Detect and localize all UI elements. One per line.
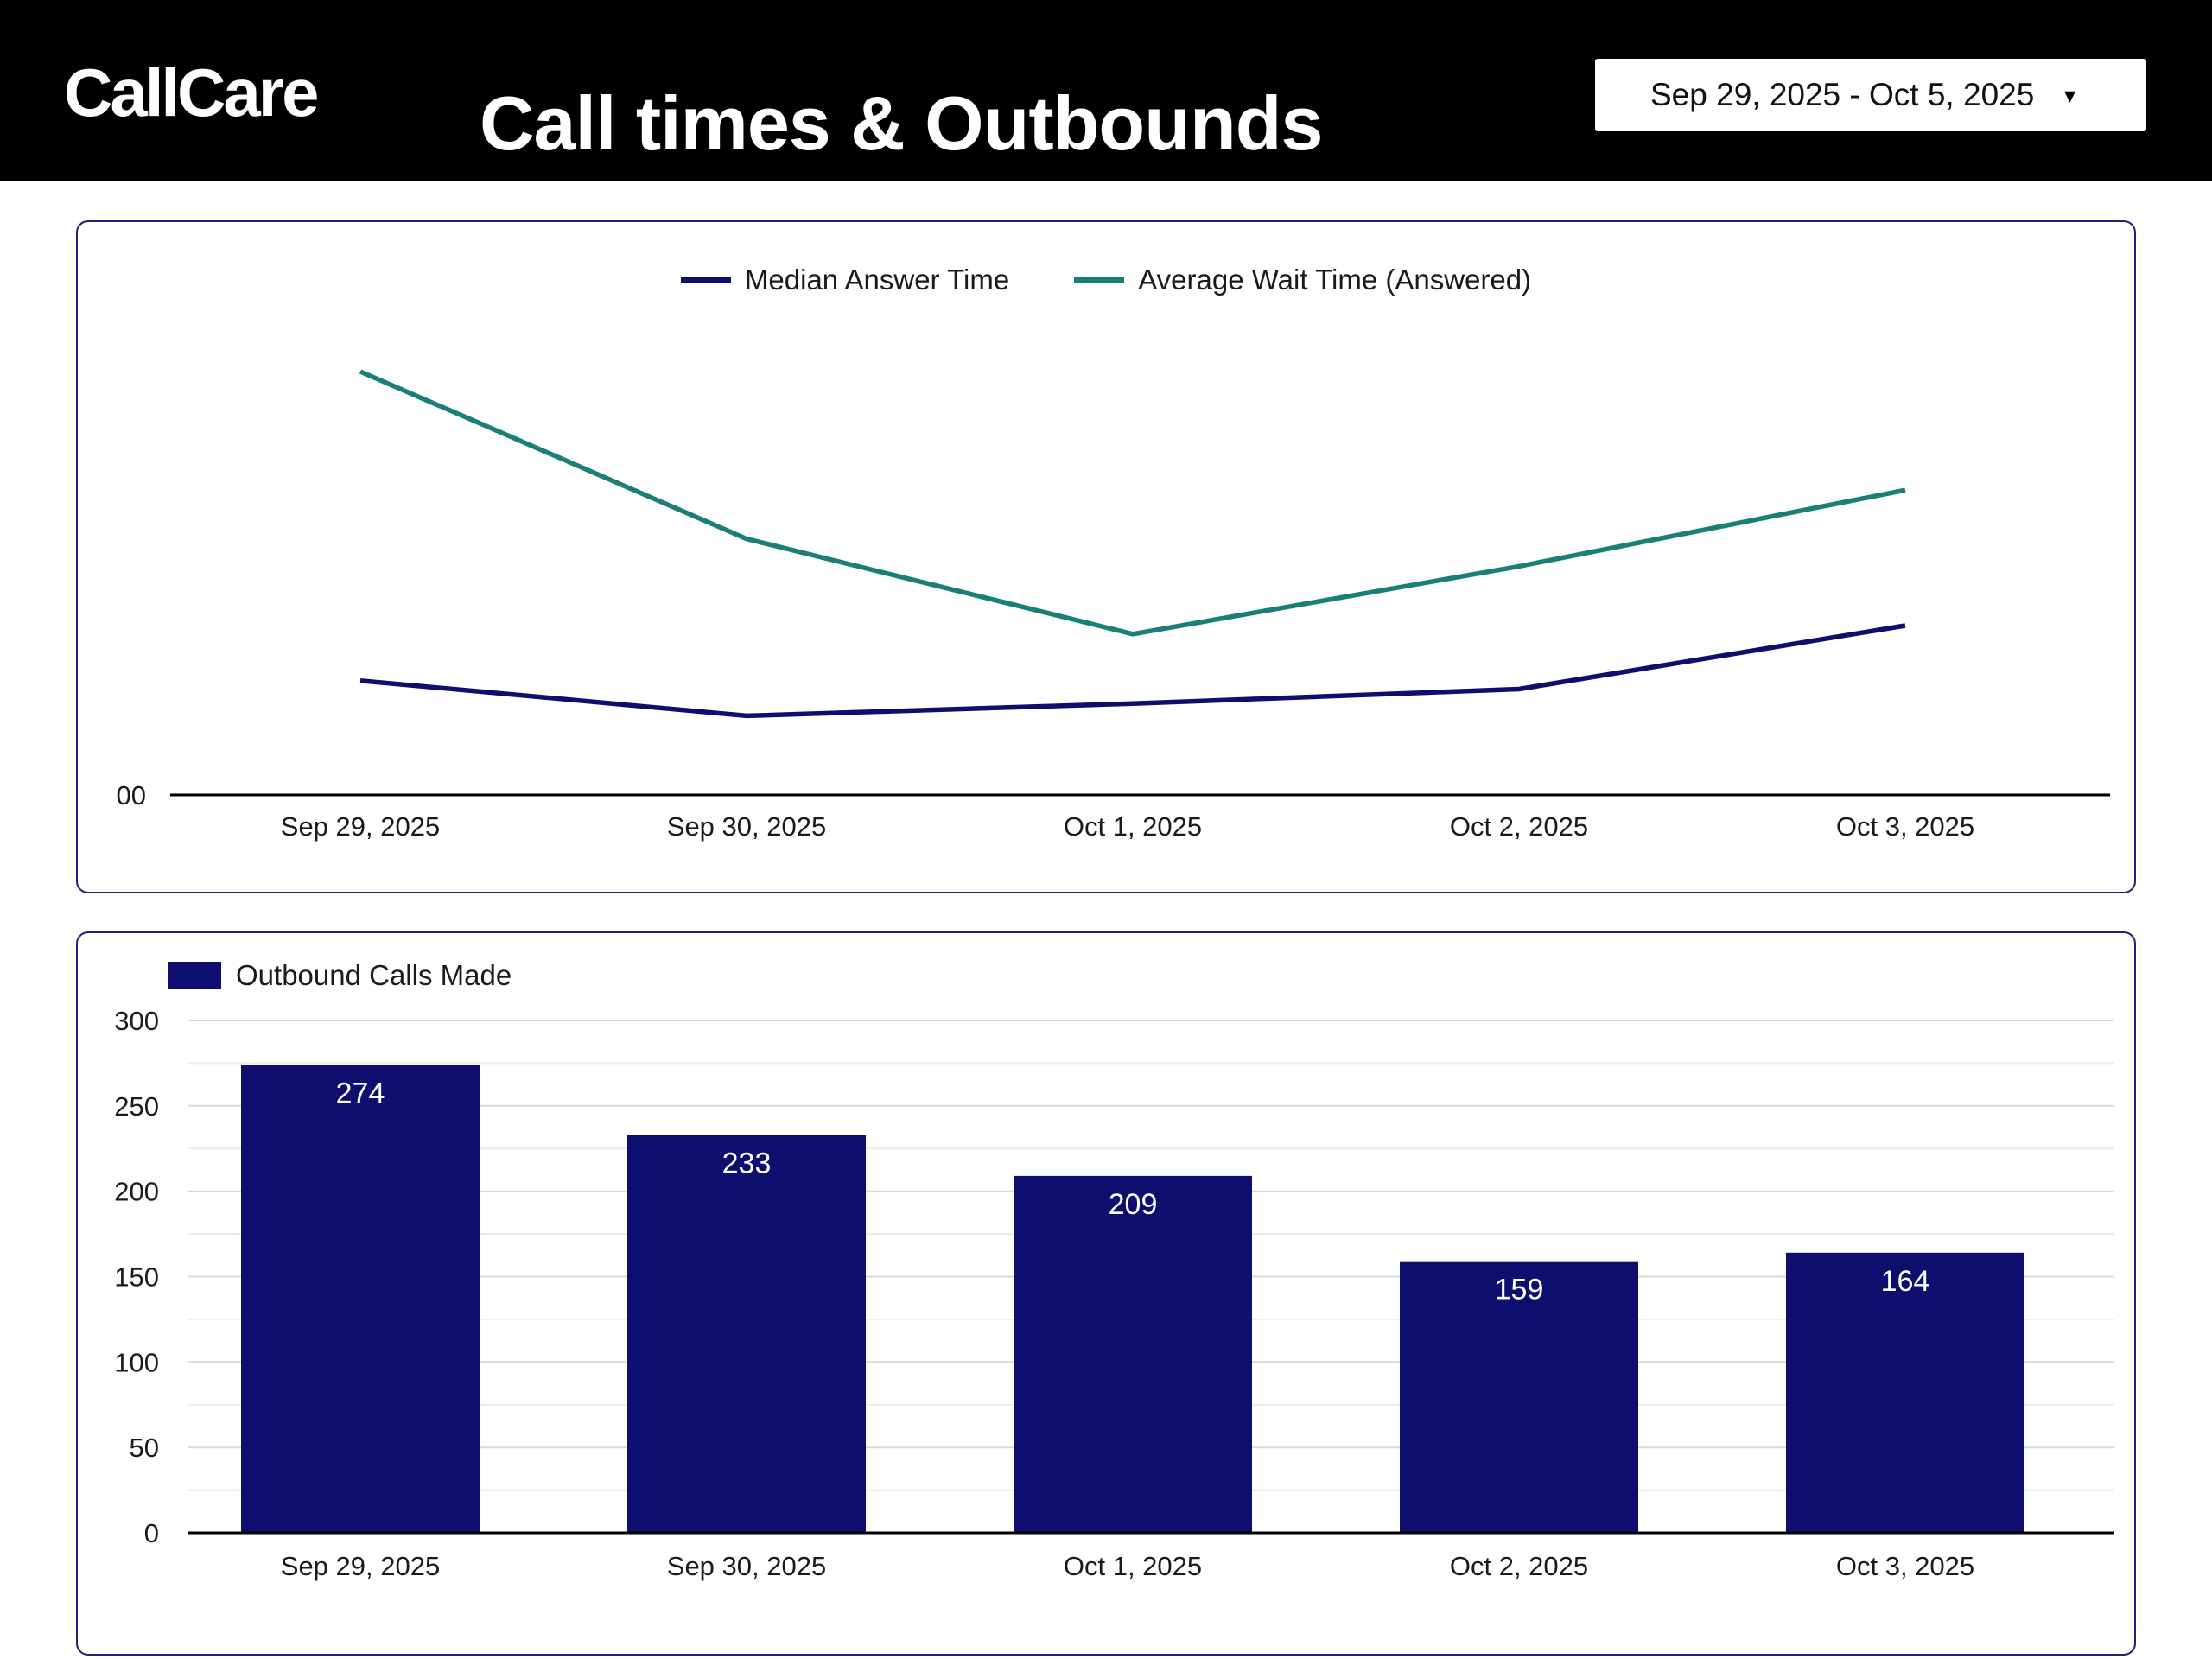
x-axis-label: Sep 30, 2025 <box>667 1551 826 1581</box>
legend-label: Median Answer Time <box>744 264 1010 296</box>
outbound-calls-chart-card: 0 50 100 150 200 250 300 274 233 209 159 164 Sep 29,… <box>76 931 2136 1656</box>
bar-value-label: 233 <box>722 1147 772 1179</box>
bar-value-label: 274 <box>336 1077 385 1109</box>
teal-line-swatch-icon <box>1074 276 1125 283</box>
y-axis-label: 0 <box>144 1518 159 1548</box>
legend-item-median-answer-time: Median Answer Time <box>680 264 1010 296</box>
x-axis-label: Oct 1, 2025 <box>1064 811 1202 842</box>
x-axis-label: Oct 3, 2025 <box>1836 811 1974 842</box>
navy-bar-swatch-icon <box>168 962 221 989</box>
bar[interactable] <box>627 1135 866 1533</box>
y-axis-label: 250 <box>114 1091 159 1122</box>
bar-chart-legend: Outbound Calls Made <box>168 959 512 992</box>
legend-label: Outbound Calls Made <box>236 959 512 991</box>
line-series[interactable] <box>359 623 1906 719</box>
bar[interactable] <box>1014 1175 1252 1533</box>
bar-value-label: 209 <box>1109 1188 1158 1221</box>
bar[interactable] <box>1786 1252 2024 1533</box>
line-chart-legend: Median Answer Time Average Wait Time (An… <box>78 264 2134 296</box>
bar[interactable] <box>241 1065 480 1533</box>
x-axis-label: Oct 3, 2025 <box>1836 1551 1974 1581</box>
y-axis-label: 100 <box>114 1347 159 1377</box>
navy-line-swatch-icon <box>680 276 731 283</box>
y-axis-label: 200 <box>114 1177 159 1207</box>
bar-chart-canvas[interactable]: 0 50 100 150 200 250 300 274 233 209 159 164 Sep 29,… <box>78 933 2134 1654</box>
bar-value-label: 164 <box>1881 1265 1930 1298</box>
page-title: Call times & Outbounds <box>480 80 1323 166</box>
date-range-selector[interactable]: Sep 29, 2025 - Oct 5, 2025 ▾ <box>1595 59 2146 131</box>
x-axis-label: Oct 2, 2025 <box>1450 1551 1588 1581</box>
bar[interactable] <box>1400 1261 1638 1533</box>
x-axis-label: Sep 30, 2025 <box>667 811 826 842</box>
y-axis-label: 300 <box>114 1006 159 1036</box>
call-times-chart-card: 00 Sep 29, 2025 Sep 30, 2025 Oct 1, 2025 Oct… <box>76 220 2136 893</box>
callcare-logo: CallCare <box>64 54 319 130</box>
y-axis-label: 50 <box>130 1433 159 1463</box>
app-header: CallCare Call times & Outbounds Sep 29, … <box>0 0 2212 181</box>
x-axis-label: Sep 29, 2025 <box>281 1551 440 1581</box>
y-axis-label: 150 <box>114 1262 159 1293</box>
line-chart-canvas[interactable]: 00 Sep 29, 2025 Sep 30, 2025 Oct 1, 2025 Oct… <box>78 222 2134 892</box>
bar-value-label: 159 <box>1495 1274 1544 1306</box>
x-axis-label: Oct 1, 2025 <box>1064 1551 1202 1581</box>
y-axis-tick-label: 00 <box>117 780 146 810</box>
x-axis-label: Sep 29, 2025 <box>281 811 440 842</box>
x-axis-label: Oct 2, 2025 <box>1450 811 1588 842</box>
date-range-value: Sep 29, 2025 - Oct 5, 2025 <box>1650 77 2035 112</box>
legend-label: Average Wait Time (Answered) <box>1138 264 1532 296</box>
line-series[interactable] <box>359 369 1906 637</box>
caret-down-icon: ▾ <box>2063 82 2075 108</box>
legend-item-average-wait-time: Average Wait Time (Answered) <box>1074 264 1531 296</box>
